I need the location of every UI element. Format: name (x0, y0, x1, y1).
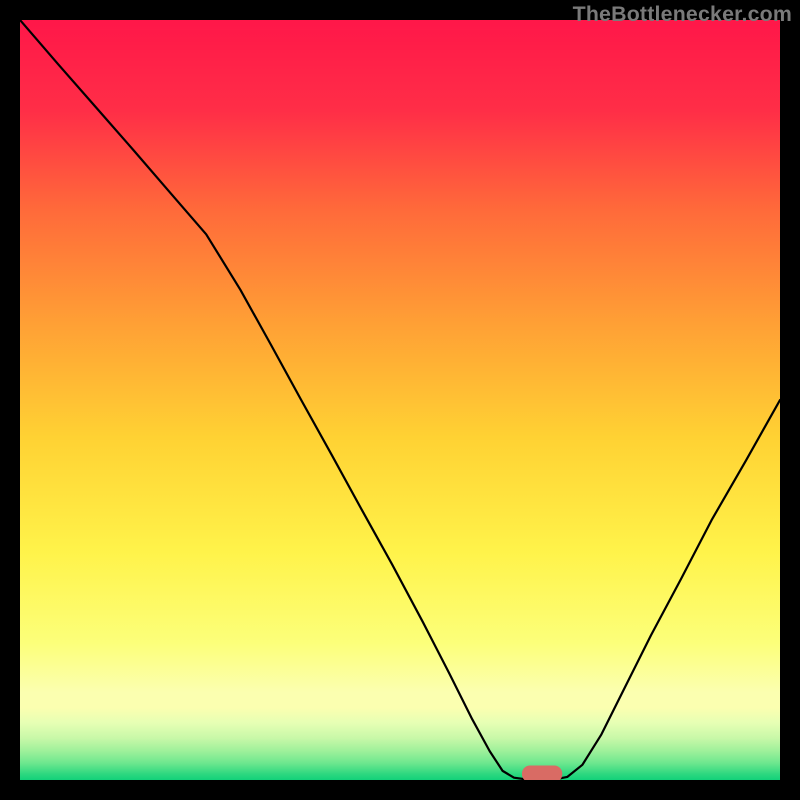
bottleneck-curve-chart (0, 0, 800, 800)
optimum-marker (522, 766, 562, 783)
plot-background (20, 20, 780, 780)
figure-container: TheBottlenecker.com (0, 0, 800, 800)
watermark-text: TheBottlenecker.com (573, 2, 792, 27)
